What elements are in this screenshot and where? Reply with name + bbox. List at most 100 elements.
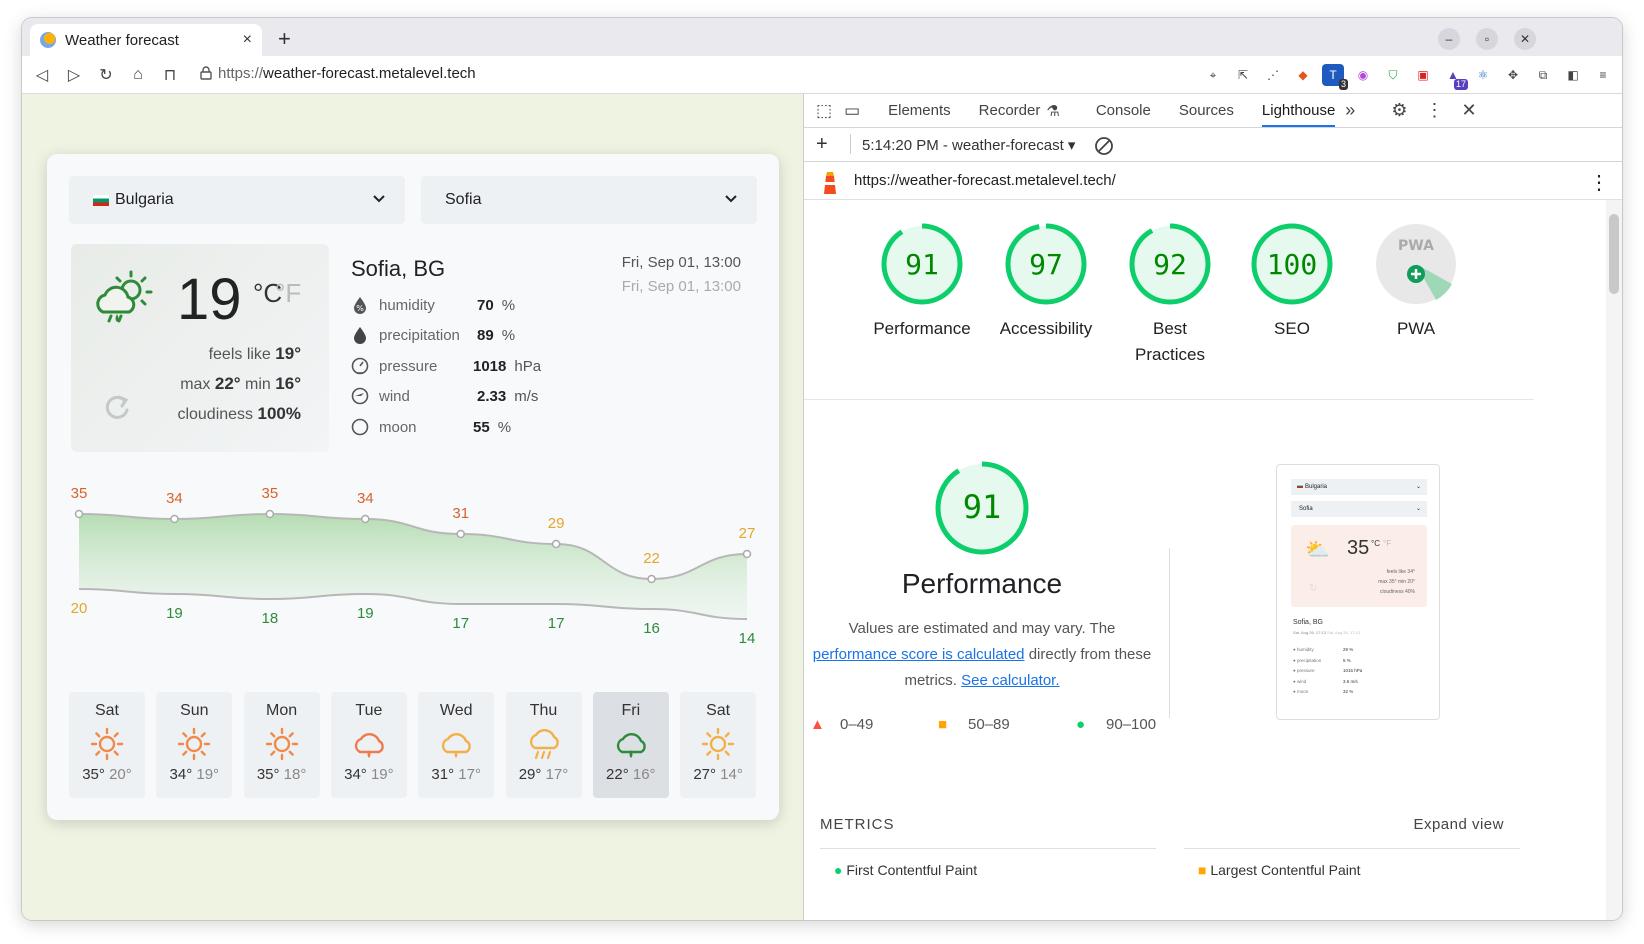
forecast-day-5[interactable]: Thu 29° 17° bbox=[505, 692, 582, 798]
chart-range-area bbox=[79, 514, 747, 619]
new-report-icon[interactable]: + bbox=[816, 133, 828, 155]
new-tab-button[interactable]: + bbox=[278, 26, 291, 51]
tab-sources[interactable]: Sources bbox=[1178, 102, 1234, 119]
share-icon[interactable]: ⋰ bbox=[1267, 68, 1279, 82]
current-temperature: 19 bbox=[177, 267, 242, 332]
forecast-day-0[interactable]: Sat 35° 20° bbox=[69, 692, 145, 798]
thumb-refresh-icon: ↻ bbox=[1309, 583, 1318, 594]
kebab-menu-icon[interactable]: ⋮ bbox=[1425, 100, 1444, 120]
device-toolbar-icon[interactable]: ▭ bbox=[844, 100, 861, 120]
performance-score-link[interactable]: performance score is calculated bbox=[812, 646, 1025, 663]
gauge-accessibility[interactable]: 97 Accessibility bbox=[986, 222, 1106, 342]
final-screenshot-thumbnail[interactable]: Bulgaria ⌄ Sofia ⌄ ⛅ 35 °C °F feels like 3… bbox=[1276, 464, 1440, 720]
gauge-performance[interactable]: 91 Performance bbox=[862, 222, 982, 342]
detail-label: humidity bbox=[379, 296, 435, 314]
more-tabs-icon[interactable]: » bbox=[1345, 100, 1356, 120]
country-select[interactable]: Bulgaria bbox=[69, 176, 405, 224]
pass-circle-icon: ● bbox=[1076, 716, 1086, 733]
forecast-day-7[interactable]: Sat 27° 14° bbox=[680, 692, 757, 798]
minimize-icon[interactable]: – bbox=[1438, 28, 1460, 50]
thumb-sun-cloud-icon: ⛅ bbox=[1305, 539, 1330, 561]
reload-icon[interactable]: ↻ bbox=[99, 66, 113, 84]
tab-strip: Weather forecast × + ⌄ – ▫ ✕ bbox=[22, 18, 1622, 56]
extension-shield-icon[interactable]: ⛉ bbox=[1388, 68, 1398, 82]
expand-view-button[interactable]: Expand view bbox=[1413, 816, 1504, 833]
close-window-icon[interactable]: ✕ bbox=[1514, 28, 1536, 50]
menu-icon[interactable]: ≡ bbox=[1599, 68, 1607, 82]
performance-title: Performance bbox=[901, 568, 1063, 599]
average-square-icon: ■ bbox=[1198, 862, 1207, 878]
thumb-dates: Sat, Aug 26, 17:13 Sat, Aug 26, 17:13 bbox=[1293, 630, 1360, 635]
extension-badge: 3 bbox=[1338, 79, 1348, 90]
forecast-day-1[interactable]: Sun 34° 19° bbox=[156, 692, 233, 798]
sidebar-toggle-icon[interactable]: ◧ bbox=[1567, 68, 1579, 82]
tab-weather-forecast[interactable]: Weather forecast × bbox=[30, 24, 262, 56]
scrollbar-thumb[interactable] bbox=[1609, 214, 1619, 294]
refresh-icon[interactable] bbox=[103, 392, 133, 422]
chevron-down-icon bbox=[725, 195, 737, 203]
forecast-day-4[interactable]: Wed 31° 17° bbox=[418, 692, 495, 798]
tab-elements[interactable]: Elements bbox=[888, 102, 951, 119]
legend-pass: 90–100 bbox=[1106, 716, 1157, 733]
forecast-day-6[interactable]: Fri 22° 16° bbox=[592, 692, 669, 798]
gauge-best-practices[interactable]: 92 Best Practices bbox=[1110, 222, 1230, 368]
humidity-icon: % bbox=[354, 297, 366, 314]
extension-react-icon[interactable]: ⚛ bbox=[1477, 68, 1489, 82]
legend-fail: 0–49 bbox=[840, 716, 874, 733]
unit-fahrenheit-toggle[interactable]: °F bbox=[275, 278, 302, 308]
inspect-element-icon[interactable]: ⬚ bbox=[816, 100, 833, 120]
gauge-seo[interactable]: 100 SEO bbox=[1232, 222, 1352, 342]
gauge-label: Best Practices bbox=[1135, 319, 1205, 364]
detail-label: precipitation bbox=[379, 326, 460, 344]
metrics-divider bbox=[820, 848, 1156, 849]
tab-recorder[interactable]: Recorder bbox=[978, 102, 1041, 119]
performance-big-score: 91 bbox=[963, 488, 1002, 526]
close-devtools-icon[interactable]: ✕ bbox=[1461, 100, 1477, 120]
back-icon[interactable]: ◁ bbox=[35, 66, 49, 84]
chart-max-point bbox=[647, 574, 656, 584]
thumb-detail-row: ● pressure 1016 hPa bbox=[1293, 668, 1363, 673]
report-menu-icon[interactable]: ⋮ bbox=[1589, 172, 1609, 194]
home-icon[interactable]: ⌂ bbox=[133, 65, 143, 83]
brave-shield-icon[interactable]: ◆ bbox=[1298, 68, 1308, 82]
forecast-max-min: 34° 19° bbox=[344, 766, 394, 783]
unit-celsius-toggle[interactable]: °C bbox=[253, 278, 283, 308]
tab-console[interactable]: Console bbox=[1095, 102, 1151, 119]
bookmark-icon[interactable]: ⊓ bbox=[163, 66, 177, 84]
maximize-icon[interactable]: ▫ bbox=[1476, 28, 1498, 50]
sun-icon bbox=[265, 727, 298, 761]
settings-gear-icon[interactable]: ⚙ bbox=[1391, 100, 1408, 120]
gauge-pwa[interactable]: PWA PWA bbox=[1356, 222, 1476, 342]
forward-icon[interactable]: ▷ bbox=[67, 66, 81, 84]
see-calculator-link[interactable]: See calculator. bbox=[961, 672, 1060, 689]
address-bar[interactable]: https://weather-forecast.metalevel.tech bbox=[218, 65, 476, 82]
tab-close-icon[interactable]: × bbox=[242, 31, 252, 48]
thumb-detail-row: ● humidity 29 % bbox=[1293, 647, 1354, 652]
lighthouse-logo-icon bbox=[824, 172, 836, 194]
clear-reports-icon[interactable] bbox=[1094, 136, 1114, 156]
forecast-max-min: 29° 17° bbox=[518, 766, 569, 783]
location-icon[interactable]: ⌖ bbox=[1209, 68, 1217, 82]
forecast-day-2[interactable]: Mon 35° 18° bbox=[243, 692, 320, 798]
detail-unit: % bbox=[497, 418, 512, 436]
chart-max-label: 29 bbox=[548, 515, 565, 532]
favicon-icon bbox=[40, 32, 56, 48]
report-url[interactable]: https://weather-forecast.metalevel.tech/ bbox=[854, 172, 1116, 189]
tab-lighthouse[interactable]: Lighthouse bbox=[1261, 102, 1336, 127]
extensions-puzzle-icon[interactable]: ⧉ bbox=[1538, 68, 1548, 82]
devtools-panel: ⬚ ▭ Elements Recorder ⚗ Console Sources … bbox=[803, 94, 1622, 920]
extension-hat-icon[interactable]: ▲ 17 bbox=[1447, 68, 1468, 90]
city-select-value: Sofia bbox=[445, 191, 482, 208]
detail-label: moon bbox=[379, 418, 417, 436]
report-select[interactable]: 5:14:20 PM - weather-forecast ▾ bbox=[862, 137, 1076, 154]
chevron-down-icon bbox=[373, 195, 385, 203]
forecast-day-3[interactable]: Tue 34° 19° bbox=[330, 692, 407, 798]
devtools-scrollbar[interactable] bbox=[1606, 200, 1622, 920]
extension-circle-icon[interactable]: ◉ bbox=[1357, 68, 1369, 82]
chart-max-label: 31 bbox=[452, 505, 469, 522]
open-external-icon[interactable]: ⇱ bbox=[1237, 68, 1249, 82]
extension-move-icon[interactable]: ✥ bbox=[1507, 68, 1519, 82]
extension-record-icon[interactable]: ▣ bbox=[1417, 68, 1429, 82]
city-select[interactable]: Sofia bbox=[421, 176, 757, 224]
